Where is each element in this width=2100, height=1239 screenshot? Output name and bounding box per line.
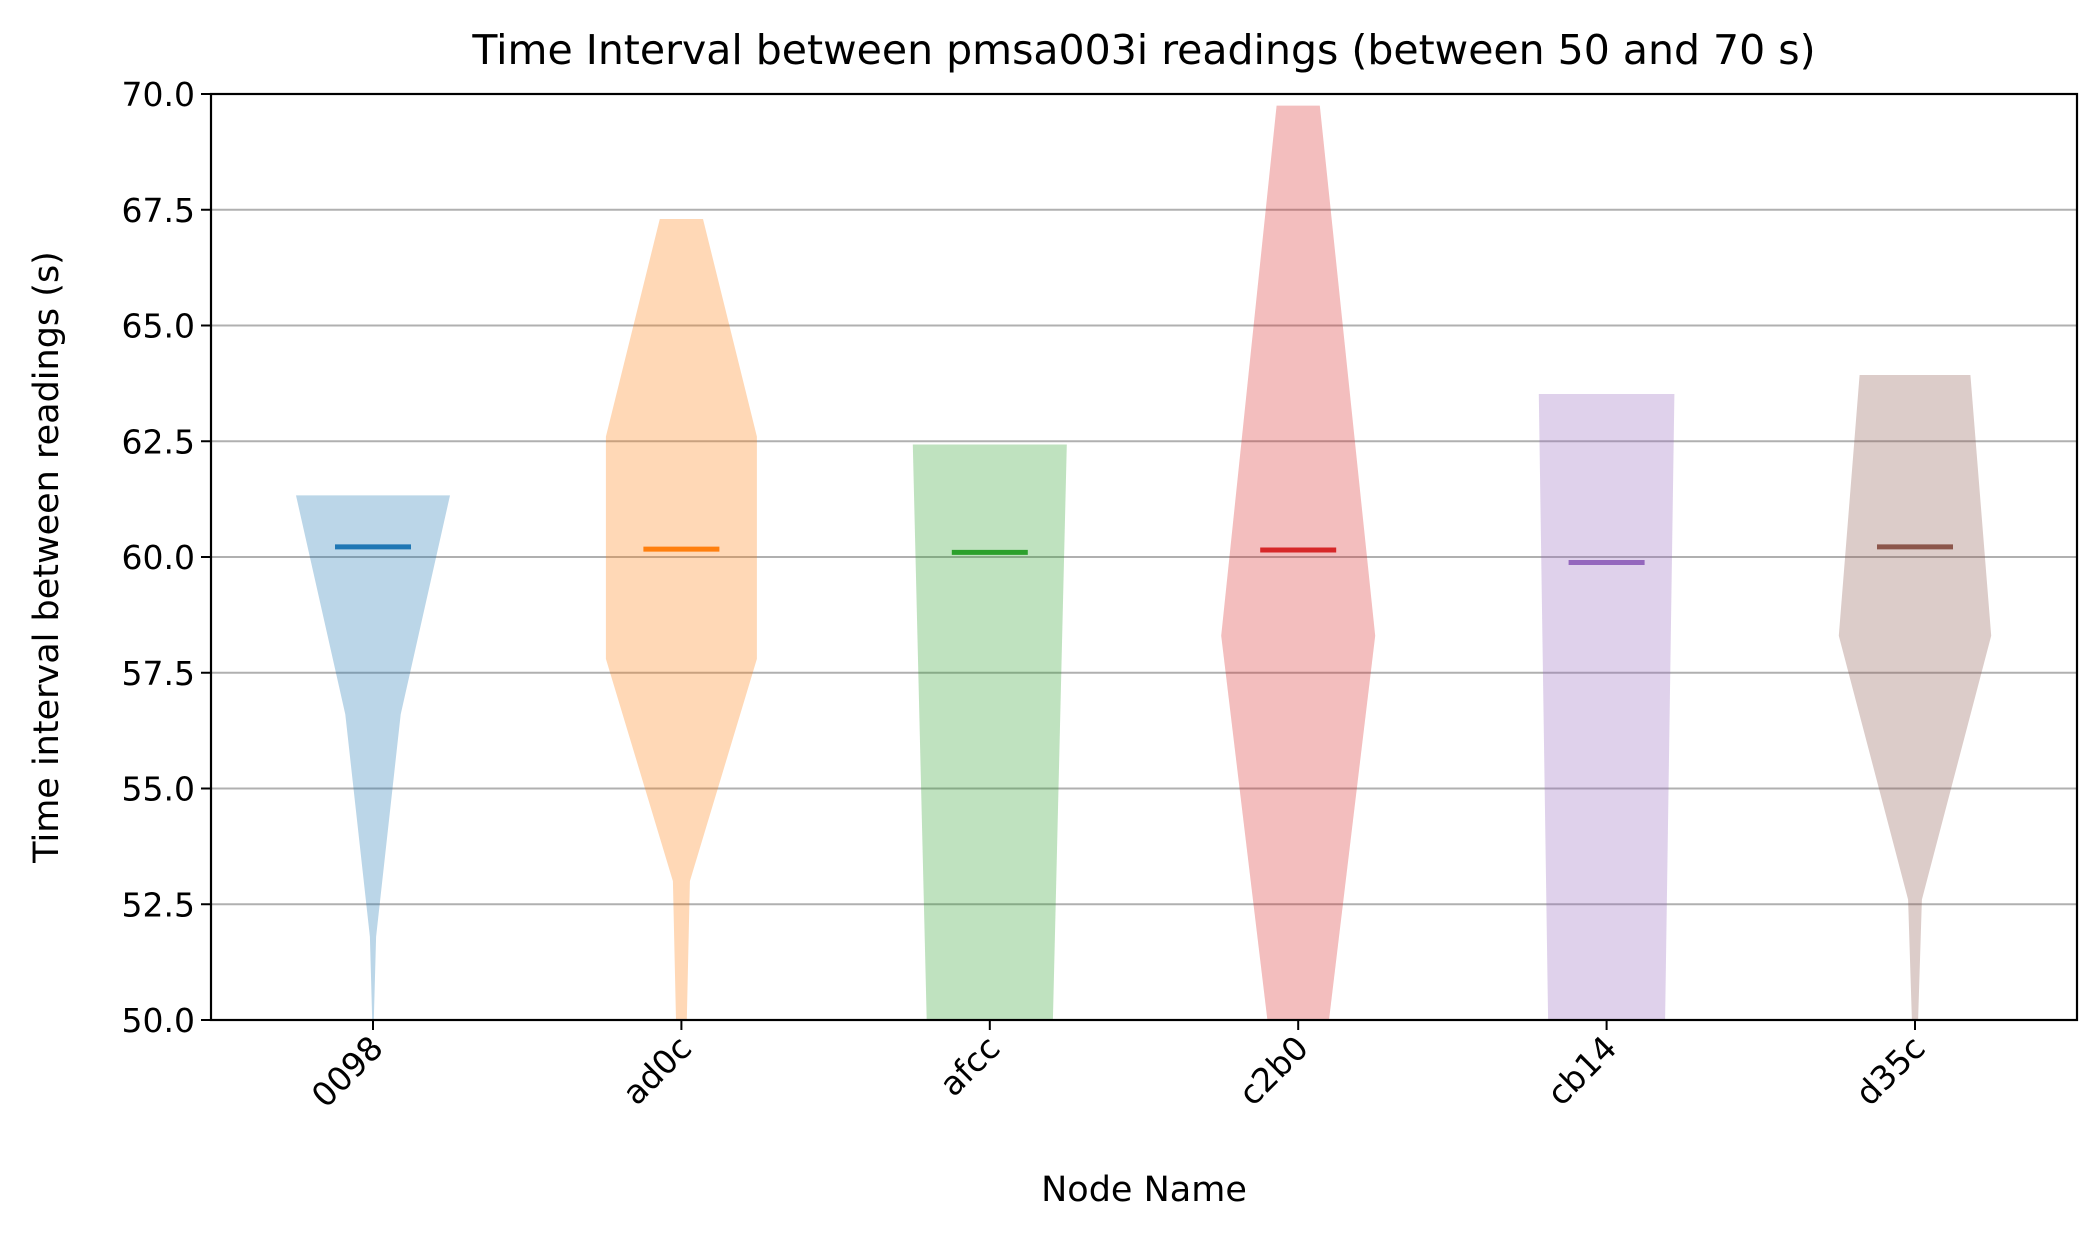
y-tick-label: 55.0 [122,770,195,809]
violin-0098 [296,495,450,1020]
x-axis-label: Node Name [1041,1170,1247,1210]
y-tick-label: 50.0 [122,1001,195,1040]
median-markers [335,544,1953,566]
violin-c2b0 [1221,105,1376,1021]
y-tick-label: 70.0 [122,75,195,114]
y-tick-label: 67.5 [122,191,195,230]
violin-d35c [1838,375,1992,1020]
y-tick-label: 62.5 [122,422,195,461]
violin-cb14 [1538,394,1675,1020]
y-tick-label: 60.0 [122,538,195,577]
y-axis-ticks: 50.0 52.5 55.0 57.5 60.0 62.5 65.0 67.5 70.0 [122,75,211,1040]
violin-ad0c [605,219,757,1020]
chart-title: Time Interval between pmsa003i readings … [471,26,1815,74]
y-axis-label: Time interval between readings (s) [27,251,67,864]
y-tick-label: 52.5 [122,885,195,924]
violins [296,105,1992,1021]
violin-afcc [912,444,1067,1020]
y-tick-label: 57.5 [122,654,195,693]
y-tick-label: 65.0 [122,307,195,346]
